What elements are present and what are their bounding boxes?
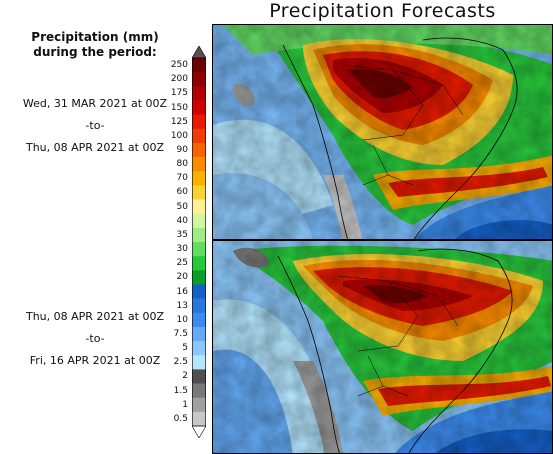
colorbar-tick-label: 35 [176,229,188,240]
period-1: Wed, 31 MAR 2021 at 00Z -to- Thu, 08 APR… [0,97,190,163]
colorbar-swatch [192,199,206,214]
legend-title-line2: during the period: [33,45,157,59]
colorbar-swatch [192,397,206,413]
colorbar-tick-label: 1.5 [173,385,188,396]
colorbar-tick-label: 80 [176,159,188,170]
period-2-sep: -to- [85,332,105,345]
colorbar-tick-label: 16 [176,286,188,297]
colorbar-tick-label: 60 [176,187,188,198]
colorbar-tick-label: 1 [182,399,188,410]
period-1-to: Thu, 08 APR 2021 at 00Z [25,141,165,154]
colorbar-swatch [192,369,206,384]
colorbar-tick-label: 100 [170,130,188,141]
colorbar-tick-label: 200 [170,74,188,85]
colorbar-swatch [192,242,206,257]
colorbar-swatch [192,185,206,200]
period-1-from: Wed, 31 MAR 2021 at 00Z [22,97,168,110]
colorbar-tick-label: 50 [176,201,188,212]
colorbar-tick-label: 20 [176,272,188,283]
map-panel-1 [212,24,553,240]
colorbar-tick-label: 90 [176,145,188,155]
legend-title-line1: Precipitation (mm) [31,30,159,44]
colorbar-tick-label: 40 [176,215,188,226]
colorbar-swatch [192,157,206,172]
colorbar-tick-label: 10 [176,314,188,325]
colorbar-swatch [192,341,206,356]
colorbar-bottom-arrow [192,425,206,438]
colorbar [192,46,206,438]
page-title: Precipitation Forecasts [269,0,496,22]
colorbar-frame [192,57,206,427]
colorbar-tick-label: 2.5 [173,357,188,368]
colorbar-tick-label: 13 [176,300,188,311]
precip-map-2 [213,241,552,453]
period-2-from: Thu, 08 APR 2021 at 00Z [25,310,165,323]
colorbar-swatch [192,213,206,229]
legend-title: Precipitation (mm) during the period: [0,30,190,60]
colorbar-swatch [192,383,206,398]
colorbar-swatch [192,128,206,144]
period-2-to: Fri, 16 APR 2021 at 00Z [29,354,161,367]
colorbar-top-arrow [192,46,206,59]
colorbar-tick-label: 175 [170,88,188,99]
colorbar-swatch [192,256,206,271]
colorbar-tick-label: 5 [182,343,188,354]
colorbar-swatch [192,355,206,370]
colorbar-swatch [192,72,206,87]
precip-map-1 [213,25,552,239]
colorbar-swatch [192,312,206,328]
colorbar-tick-label: 70 [176,173,188,184]
colorbar-tick-label: 125 [170,116,188,127]
colorbar-swatch [192,171,206,186]
colorbar-swatch [192,411,206,427]
period-2: Thu, 08 APR 2021 at 00Z -to- Fri, 16 APR… [0,310,190,376]
colorbar-tick-label: 25 [176,258,188,269]
colorbar-swatch [192,298,206,314]
colorbar-tick-label: 2 [182,371,188,382]
colorbar-swatch [192,86,206,101]
colorbar-swatch [192,114,206,130]
colorbar-swatch [192,142,206,158]
colorbar-swatch [192,284,206,299]
colorbar-swatch [192,227,206,243]
colorbar-swatch [192,326,206,342]
map-panel-2 [212,240,553,454]
colorbar-swatch [192,100,206,115]
period-1-sep: -to- [85,119,105,132]
colorbar-tick-label: 30 [176,244,188,255]
colorbar-tick-label: 250 [170,60,188,71]
colorbar-swatch [192,270,206,285]
colorbar-swatch [192,58,206,73]
colorbar-tick-label: 7.5 [173,329,188,339]
colorbar-tick-label: 150 [170,102,188,113]
colorbar-tick-label: 0.5 [173,413,188,424]
